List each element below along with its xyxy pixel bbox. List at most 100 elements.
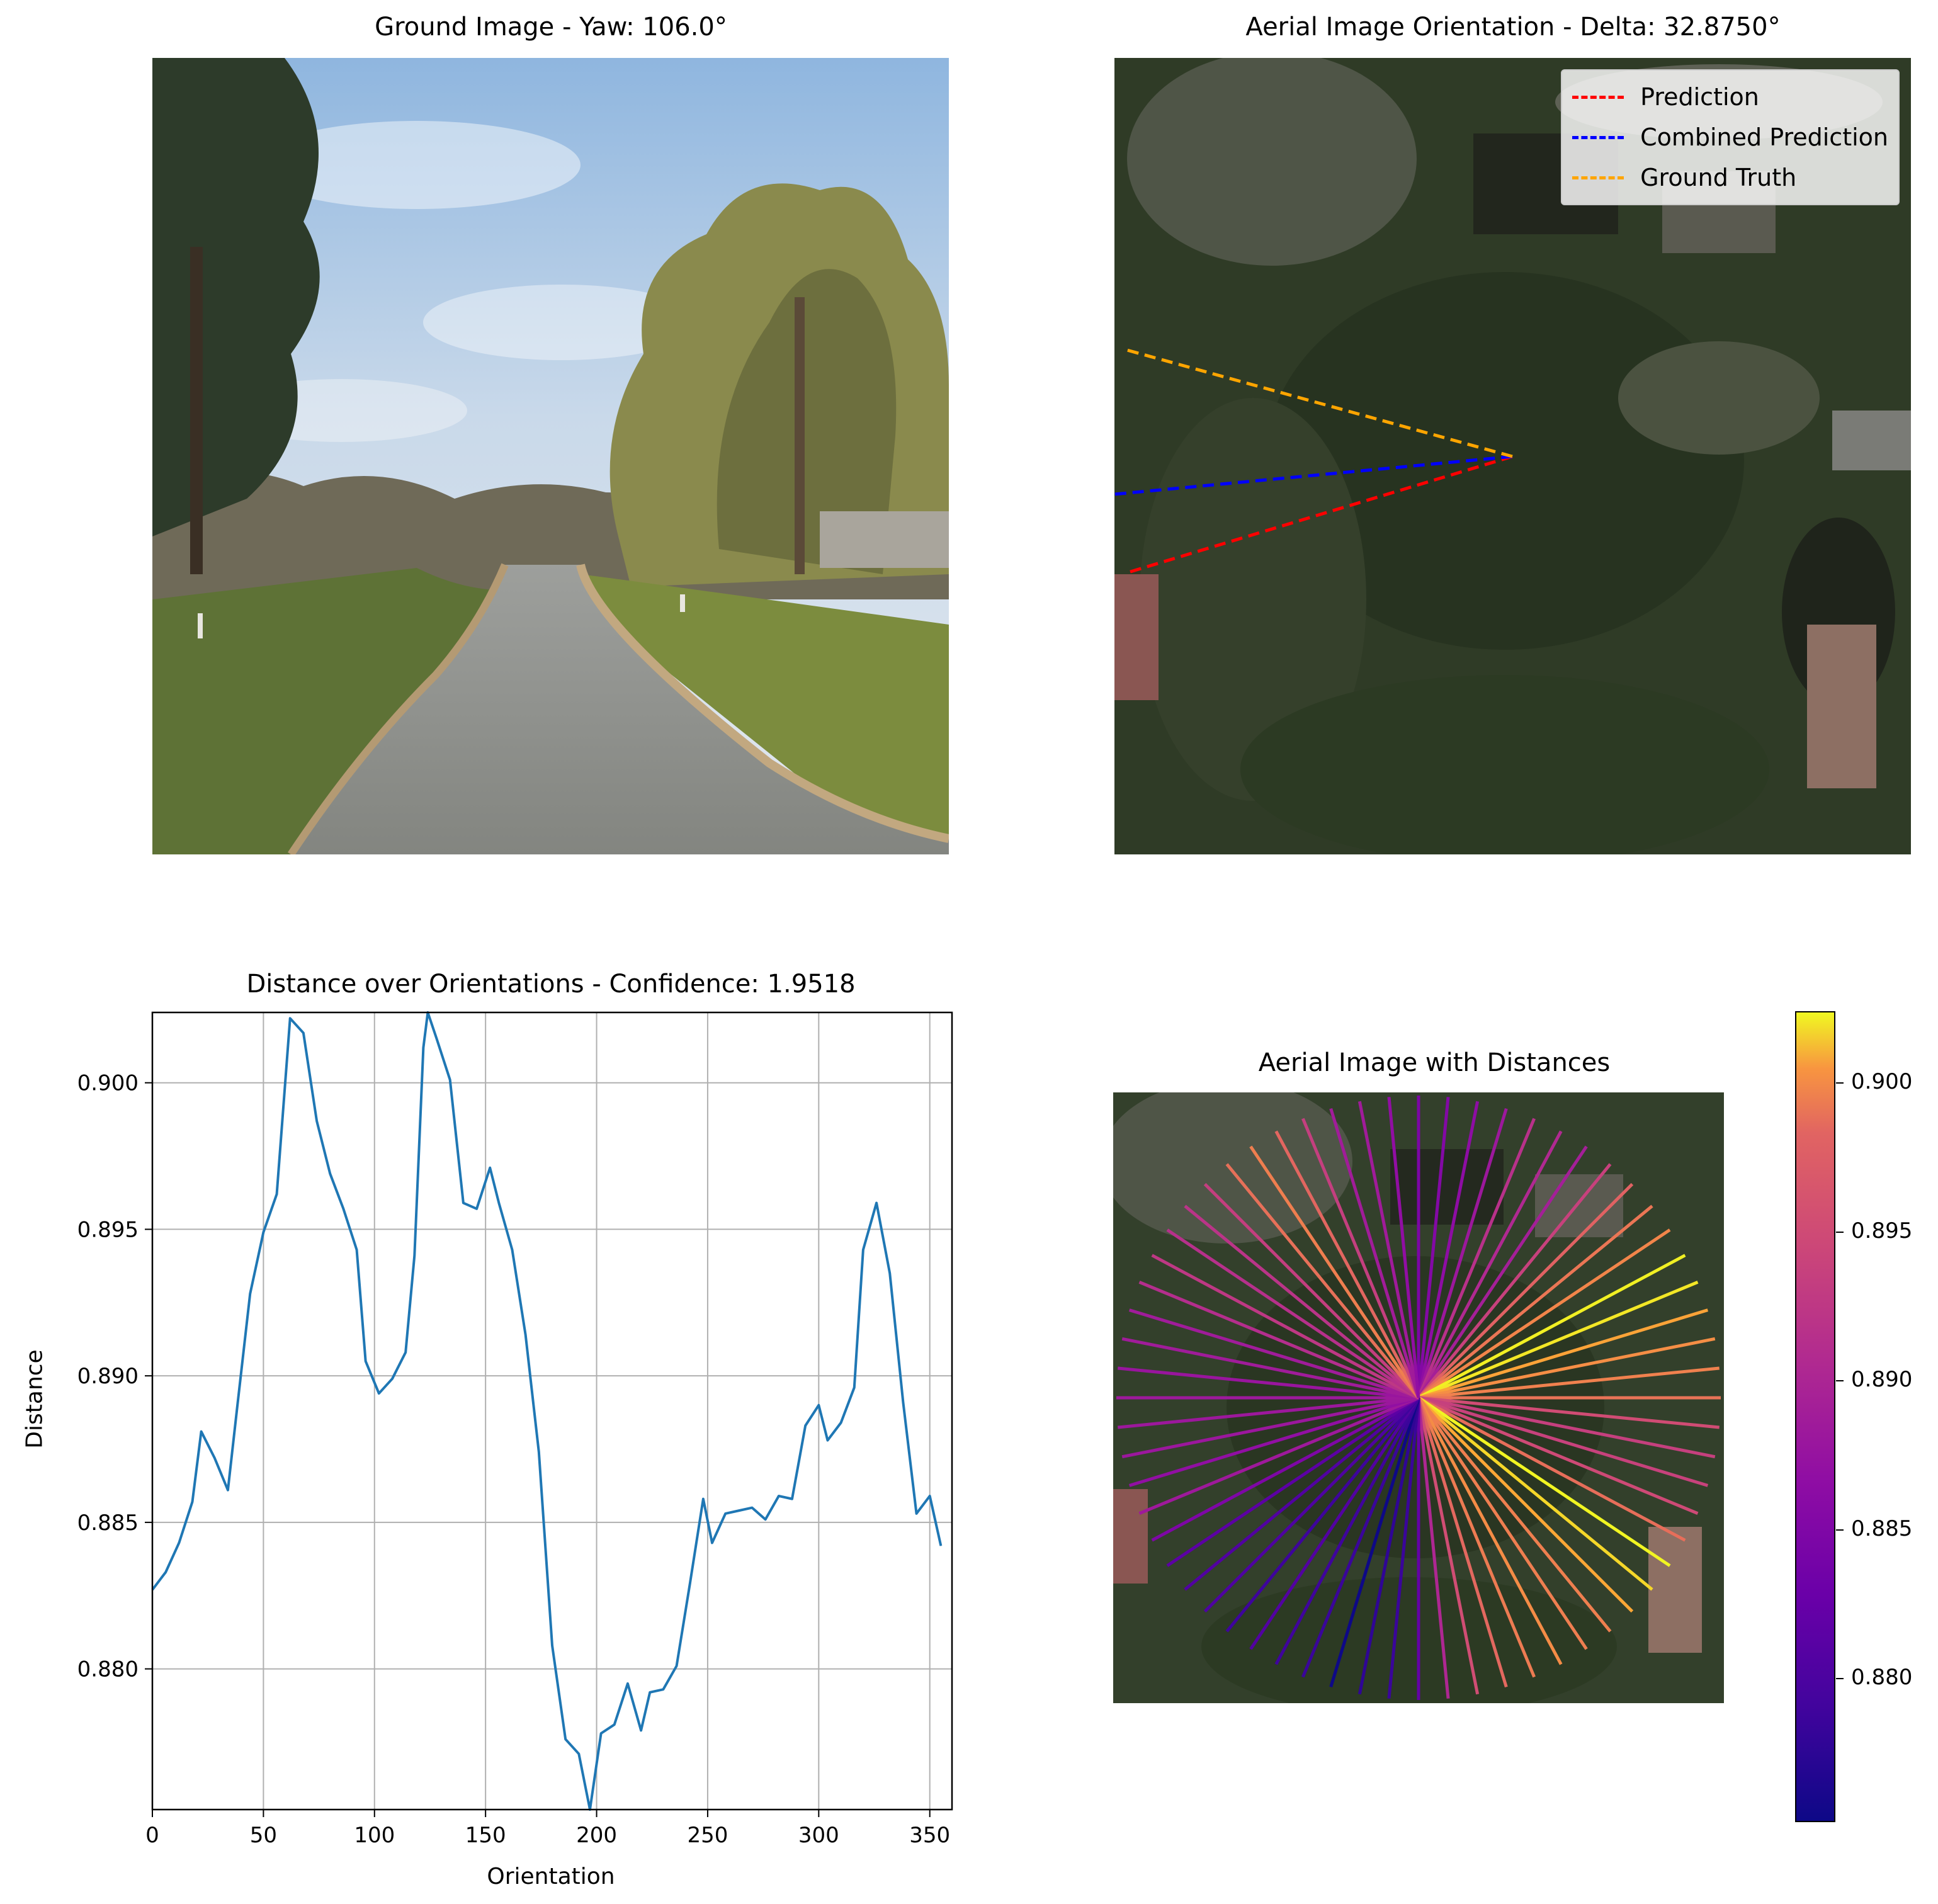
prediction-line [1128, 455, 1513, 574]
distance-ray [1418, 1396, 1716, 1459]
legend-item-ground-truth: Ground Truth [1572, 157, 1888, 198]
distance-ray [1417, 1101, 1480, 1398]
distance-ray [1118, 1366, 1419, 1400]
colorbar-tick-label: 0.880 [1851, 1665, 1913, 1691]
distance-ray [1225, 1397, 1420, 1633]
data-point [627, 1683, 628, 1684]
data-point [249, 1293, 251, 1295]
distance-ray [1417, 1397, 1508, 1688]
distance-ray [1387, 1097, 1420, 1398]
distance-ray [1249, 1397, 1420, 1650]
distance-ray [1417, 1397, 1536, 1678]
data-point [343, 1208, 344, 1210]
y-tick-label: 0.890 [77, 1364, 139, 1389]
data-point [436, 1038, 438, 1040]
distance-ray [1417, 1397, 1480, 1695]
legend-label-ground-truth: Ground Truth [1640, 164, 1797, 191]
legend-item-combined-prediction: Combined Prediction [1572, 117, 1888, 157]
colorbar [1795, 1011, 1835, 1822]
data-point [765, 1519, 766, 1520]
distance-ray [1357, 1397, 1420, 1695]
colorbar-gradient [1795, 1011, 1835, 1822]
colorbar-tick-label: 0.890 [1851, 1367, 1913, 1393]
distance-ray [1417, 1204, 1653, 1399]
orientation-legend: Prediction Combined Prediction Ground Tr… [1561, 69, 1900, 205]
distance-ray [1121, 1396, 1419, 1459]
distance-ray [1184, 1204, 1420, 1399]
ground-image-svg [152, 58, 949, 854]
combined-prediction-line [1114, 455, 1513, 496]
x-tick-label: 200 [576, 1823, 617, 1848]
distance-ray [1417, 1108, 1508, 1398]
x-axis-label: Orientation [487, 1864, 615, 1890]
y-tick-label: 0.895 [77, 1217, 139, 1242]
distance-ray [1118, 1396, 1419, 1429]
data-point [263, 1232, 264, 1233]
x-tick-label: 300 [798, 1823, 839, 1848]
distance-chart-title: Distance over Orientations - Confidence:… [246, 970, 856, 999]
data-point [378, 1393, 380, 1394]
colorbar-tick [1836, 1231, 1844, 1233]
distance-ray [1418, 1337, 1716, 1400]
data-point [538, 1451, 540, 1453]
distance-ray [1417, 1397, 1588, 1650]
distance-rays [1116, 1096, 1721, 1700]
plot-frame [151, 1011, 953, 1811]
legend-label-prediction: Prediction [1640, 83, 1759, 111]
distance-ray [1417, 1397, 1634, 1613]
x-tick-label: 0 [145, 1823, 159, 1848]
legend-item-prediction: Prediction [1572, 77, 1888, 117]
y-axis-label: Distance [21, 1349, 48, 1449]
distance-line-chart: 0 50 100 150 200 250 300 350 0.880 0.885 0.890 0.89… [77, 1011, 953, 1848]
ground-truth-line [1126, 348, 1513, 458]
distance-ray [1418, 1366, 1720, 1400]
x-tick-label: 150 [465, 1823, 506, 1848]
legend-swatch-prediction [1572, 95, 1624, 99]
distance-ray [1387, 1397, 1420, 1699]
ground-image-title: Ground Image - Yaw: 106.0° [375, 13, 727, 42]
aerial-distances-title: Aerial Image with Distances [1258, 1048, 1611, 1077]
data-point [552, 1645, 553, 1646]
aerial-distances-image [1113, 1092, 1724, 1703]
data-point [640, 1730, 642, 1731]
colorbar-tick [1836, 1082, 1844, 1084]
distance-ray [1249, 1145, 1420, 1399]
colorbar-tick-label: 0.885 [1851, 1516, 1913, 1541]
distance-ray [1274, 1397, 1420, 1665]
colorbar-tick-label: 0.895 [1851, 1218, 1913, 1244]
distance-ray [1128, 1396, 1419, 1487]
data-point [392, 1378, 393, 1380]
distance-ray [1357, 1101, 1420, 1398]
distance-ray [1274, 1130, 1420, 1399]
distance-series-line [151, 1011, 943, 1811]
distance-ray [1417, 1145, 1588, 1399]
distance-ray [1417, 1118, 1536, 1398]
distance-ray [1417, 1182, 1634, 1399]
data-point [662, 1689, 664, 1690]
aerial-orientation-image: Prediction Combined Prediction Ground Tr… [1114, 58, 1911, 854]
distance-ray [1301, 1118, 1420, 1398]
distance-ray [1138, 1396, 1419, 1515]
x-tick-label: 100 [354, 1823, 395, 1848]
distance-ray [1417, 1097, 1450, 1398]
distance-ray [1151, 1396, 1420, 1542]
data-point [414, 1255, 415, 1256]
data-point [565, 1738, 566, 1740]
colorbar-tick [1836, 1529, 1844, 1531]
distance-ray [1151, 1254, 1420, 1400]
distance-ray [1329, 1397, 1420, 1688]
distance-ray [1418, 1396, 1709, 1487]
distance-ray [1418, 1308, 1709, 1400]
y-tick-label: 0.885 [77, 1510, 139, 1536]
data-point [329, 1173, 331, 1174]
distance-ray [1417, 1254, 1686, 1400]
distance-ray [1203, 1397, 1420, 1613]
x-tick-label: 250 [687, 1823, 728, 1848]
data-point [525, 1334, 526, 1335]
distance-ray [1417, 1228, 1671, 1400]
distance-ray [1184, 1397, 1420, 1591]
legend-swatch-ground-truth [1572, 176, 1624, 179]
distance-ray [1138, 1281, 1419, 1400]
y-tick-label: 0.880 [77, 1657, 139, 1682]
